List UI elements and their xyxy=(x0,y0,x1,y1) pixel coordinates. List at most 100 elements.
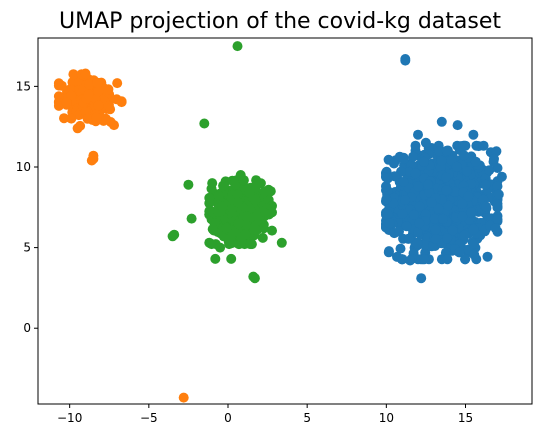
data-point xyxy=(416,273,427,284)
data-point xyxy=(381,194,392,205)
data-point xyxy=(232,41,243,52)
data-point xyxy=(430,224,441,235)
data-point xyxy=(257,232,268,243)
y-tick-label: 15 xyxy=(16,79,31,93)
data-point xyxy=(442,254,453,265)
data-point xyxy=(199,118,210,129)
ticks-layer: −10 −5 0 5 10 15 0 5 10 15 xyxy=(16,79,473,425)
data-point xyxy=(457,198,468,209)
data-point xyxy=(433,203,444,214)
data-point xyxy=(441,185,452,196)
data-point xyxy=(240,220,251,231)
data-point xyxy=(408,209,419,220)
data-point xyxy=(410,168,421,179)
x-tick-label: 15 xyxy=(458,411,473,425)
data-point xyxy=(398,177,409,187)
data-point xyxy=(480,179,491,190)
data-point xyxy=(217,201,228,212)
data-point xyxy=(400,195,411,205)
data-point xyxy=(470,156,481,167)
data-point xyxy=(436,155,447,166)
data-point xyxy=(251,224,261,235)
data-point xyxy=(469,249,480,260)
data-point xyxy=(56,80,67,91)
data-point xyxy=(84,79,95,90)
data-point xyxy=(207,224,218,235)
data-point xyxy=(459,150,470,161)
data-point xyxy=(442,233,453,244)
data-point xyxy=(250,195,261,205)
data-point xyxy=(59,113,69,124)
data-point xyxy=(383,247,394,258)
data-point xyxy=(468,129,479,140)
data-point xyxy=(381,181,391,192)
data-point xyxy=(204,198,215,209)
data-point xyxy=(441,172,452,183)
data-point xyxy=(264,209,274,220)
x-tick-label: 10 xyxy=(379,411,394,425)
data-point xyxy=(218,180,229,191)
data-point xyxy=(492,198,503,209)
data-point xyxy=(447,225,458,236)
data-point xyxy=(86,155,97,166)
data-point xyxy=(389,158,399,169)
data-point xyxy=(226,253,237,264)
data-point xyxy=(267,225,277,236)
data-point xyxy=(72,123,83,134)
data-point xyxy=(463,191,474,202)
data-point xyxy=(442,200,453,211)
data-point xyxy=(413,181,424,192)
data-point xyxy=(109,120,119,131)
data-point xyxy=(436,116,447,127)
data-point xyxy=(490,223,501,234)
data-point xyxy=(419,254,430,265)
data-point xyxy=(207,178,218,189)
data-point xyxy=(413,129,423,140)
data-point xyxy=(451,161,462,172)
data-point xyxy=(233,218,244,229)
data-point xyxy=(397,208,408,219)
data-point xyxy=(276,237,287,248)
data-point xyxy=(420,137,431,148)
data-point xyxy=(493,189,504,200)
data-point xyxy=(492,181,503,192)
data-point xyxy=(210,253,221,264)
data-point xyxy=(249,273,260,284)
data-point xyxy=(232,189,243,200)
data-point xyxy=(489,153,499,164)
data-point xyxy=(396,254,407,265)
data-point xyxy=(459,230,470,241)
data-point xyxy=(232,197,243,208)
data-point xyxy=(429,213,440,224)
data-point xyxy=(227,229,238,240)
data-point xyxy=(230,179,241,190)
data-point xyxy=(53,100,64,111)
data-point xyxy=(221,223,232,234)
data-point xyxy=(251,175,262,186)
data-point xyxy=(215,242,226,253)
data-point xyxy=(92,77,103,88)
data-point xyxy=(426,197,437,208)
data-point xyxy=(183,179,194,190)
data-point xyxy=(91,112,102,123)
data-point xyxy=(82,113,93,124)
data-point xyxy=(491,146,502,157)
x-tick-label: 5 xyxy=(303,411,311,425)
data-point xyxy=(243,183,254,194)
data-point xyxy=(462,166,472,177)
data-point xyxy=(116,96,127,107)
data-point xyxy=(167,231,178,242)
data-point xyxy=(405,255,416,266)
data-point xyxy=(468,238,479,249)
data-point xyxy=(93,86,104,97)
data-point xyxy=(240,229,251,240)
data-point xyxy=(460,254,471,265)
data-point xyxy=(466,179,477,190)
data-point xyxy=(414,218,425,229)
points-layer xyxy=(53,41,507,403)
data-point xyxy=(68,69,79,80)
data-point xyxy=(235,170,246,180)
data-point xyxy=(484,165,495,176)
data-point xyxy=(265,186,276,197)
